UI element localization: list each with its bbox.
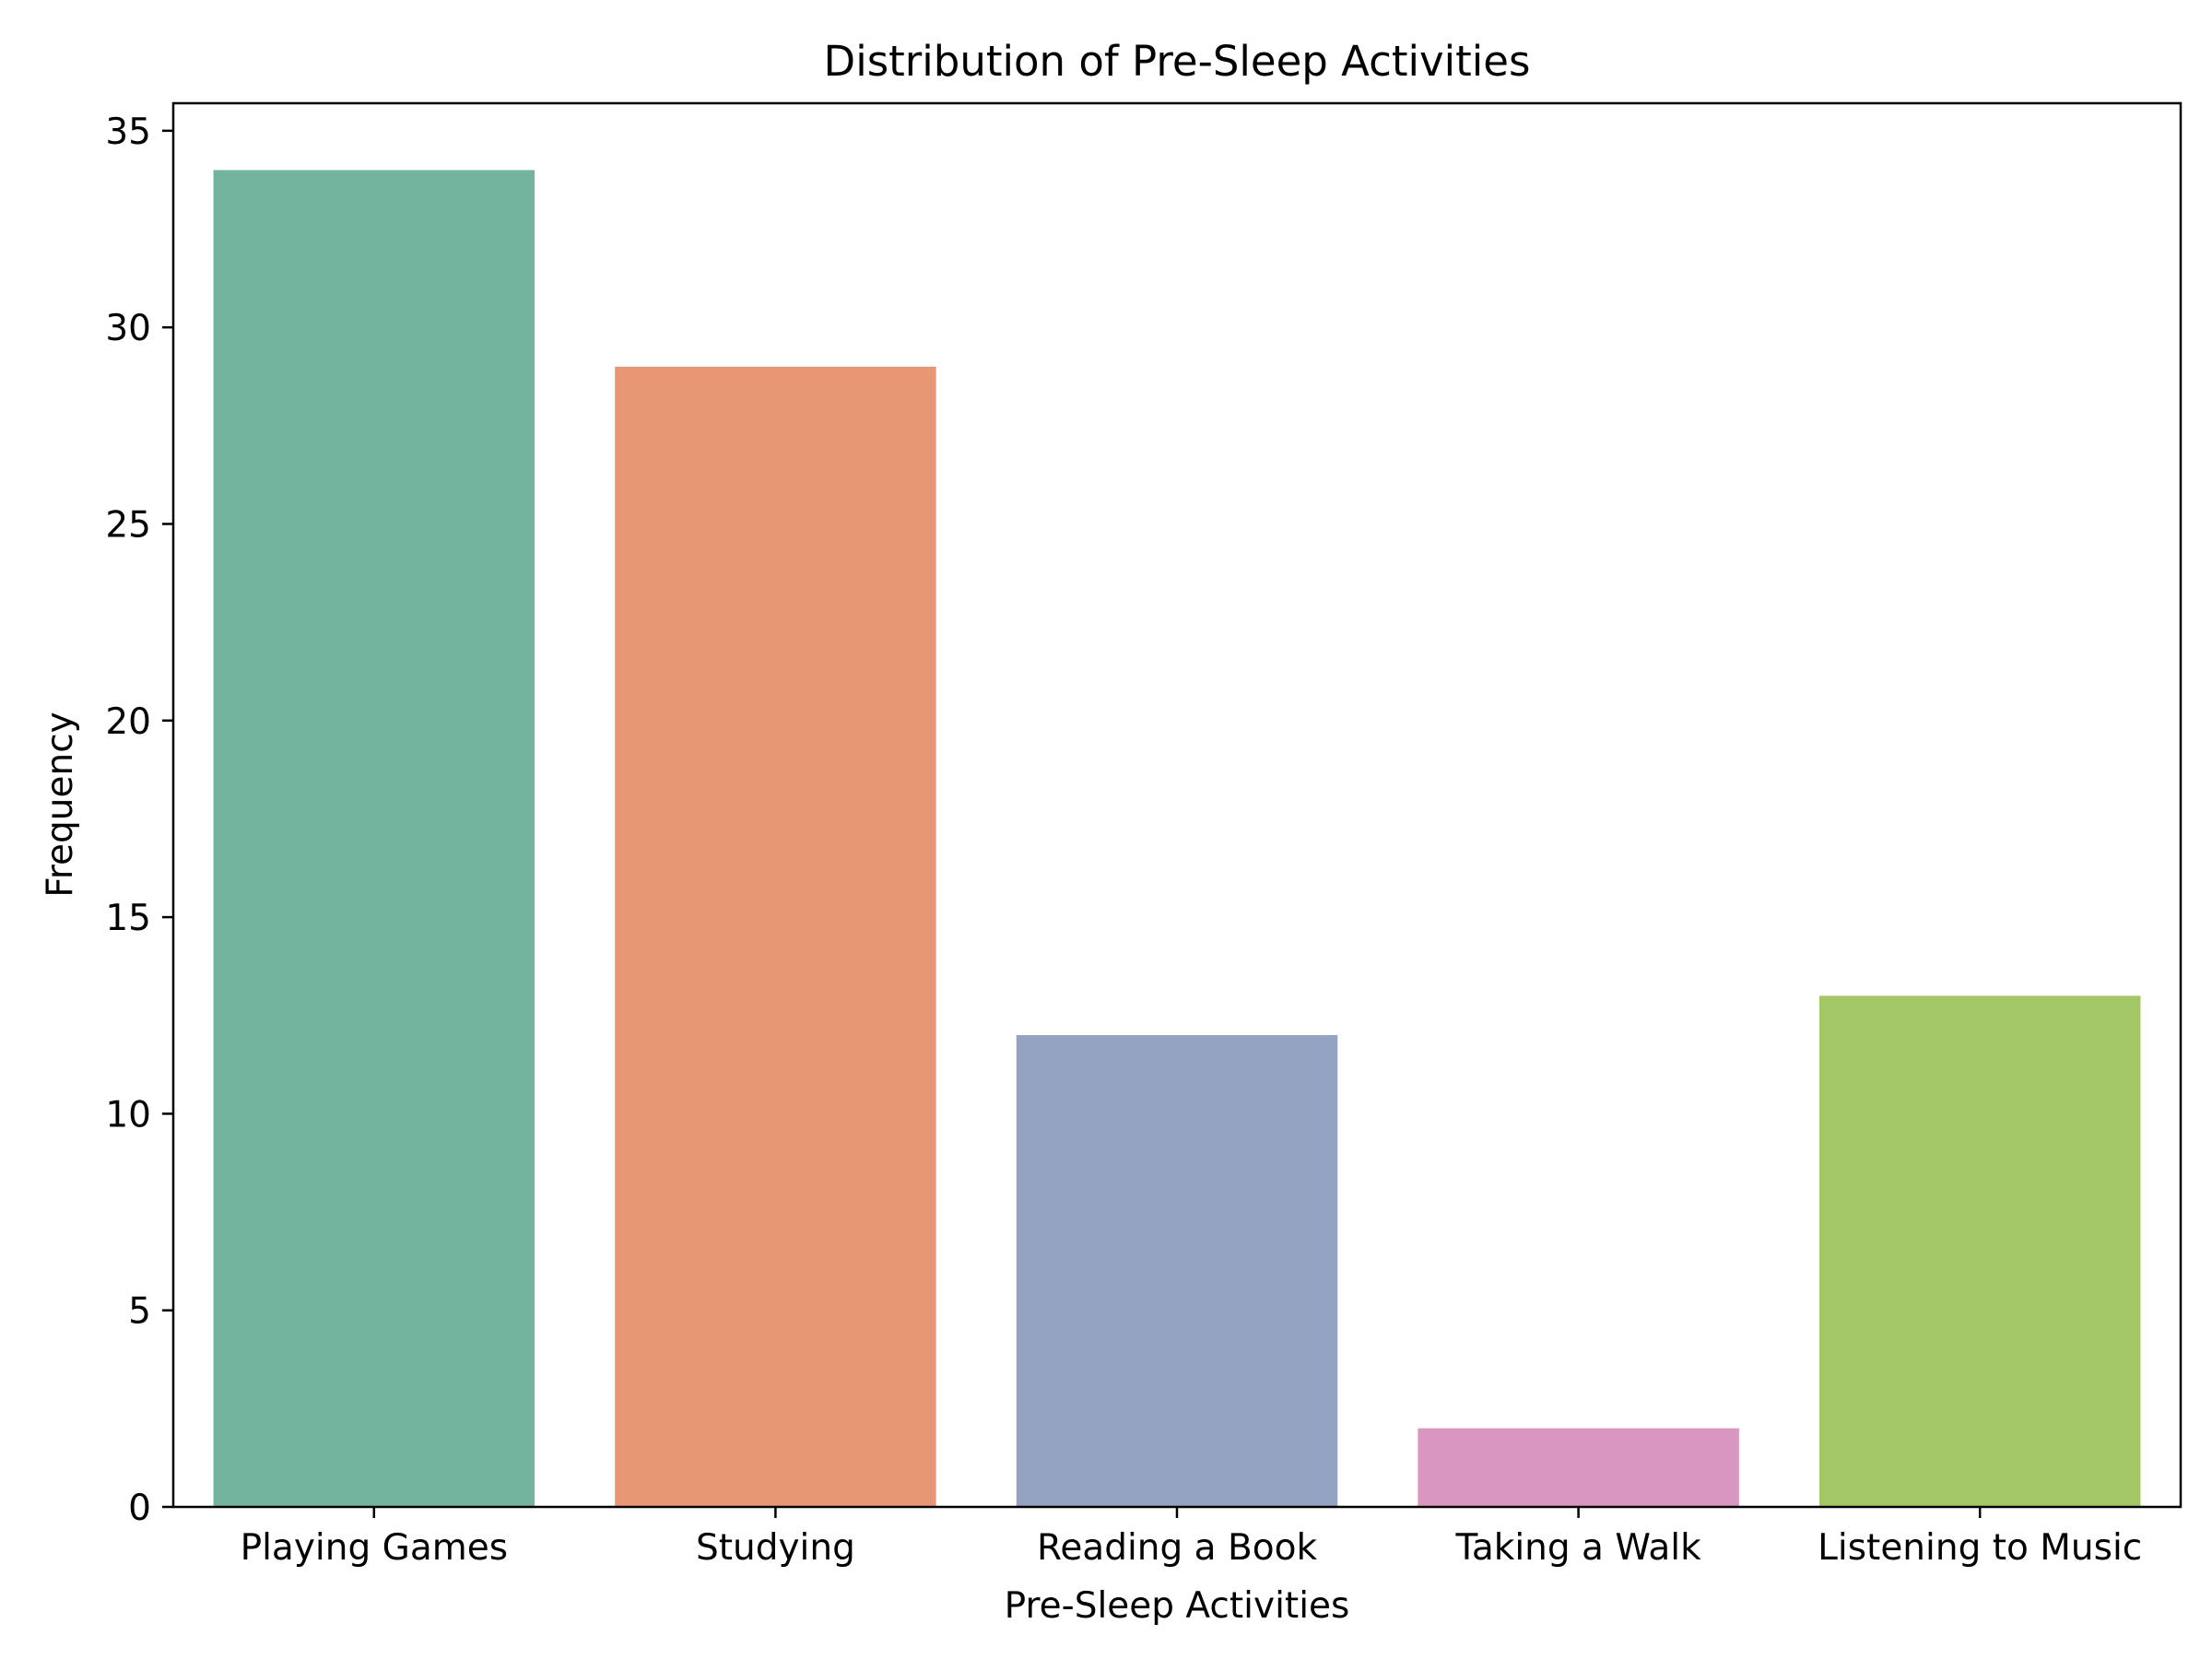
y-tick-label: 15 [105,898,151,939]
y-tick-label: 20 [105,701,151,743]
bars-layer [213,170,2141,1508]
y-tick-label: 5 [128,1291,151,1333]
x-axis: Playing Games Studying Reading a Book Takin… [241,1507,2142,1569]
bar-listening-to-music [1818,995,2141,1507]
y-axis: 0 5 10 15 20 25 30 35 [105,112,173,1529]
y-tick-label: 30 [105,308,151,349]
chart-title: Distribution of Pre-Sleep Activities [824,37,1531,86]
y-tick-label: 25 [105,504,151,546]
x-axis-label: Pre-Sleep Activities [1005,1585,1350,1627]
y-axis-label: Frequency [40,712,81,897]
y-tick-label: 10 [105,1094,151,1135]
bar-studying [615,366,936,1508]
x-tick-label: Taking a Walk [1454,1527,1701,1569]
bar-reading-a-book [1016,1035,1338,1507]
y-tick-label: 0 [128,1488,151,1529]
x-tick-label: Reading a Book [1037,1527,1317,1569]
y-tick-label: 35 [105,112,151,153]
plot-frame [171,101,2183,1509]
x-tick-label: Studying [696,1527,855,1569]
bar-taking-a-walk [1418,1428,1739,1507]
x-tick-label: Playing Games [241,1527,508,1569]
bar-playing-games [213,170,535,1507]
x-tick-label: Listening to Music [1818,1527,2142,1569]
